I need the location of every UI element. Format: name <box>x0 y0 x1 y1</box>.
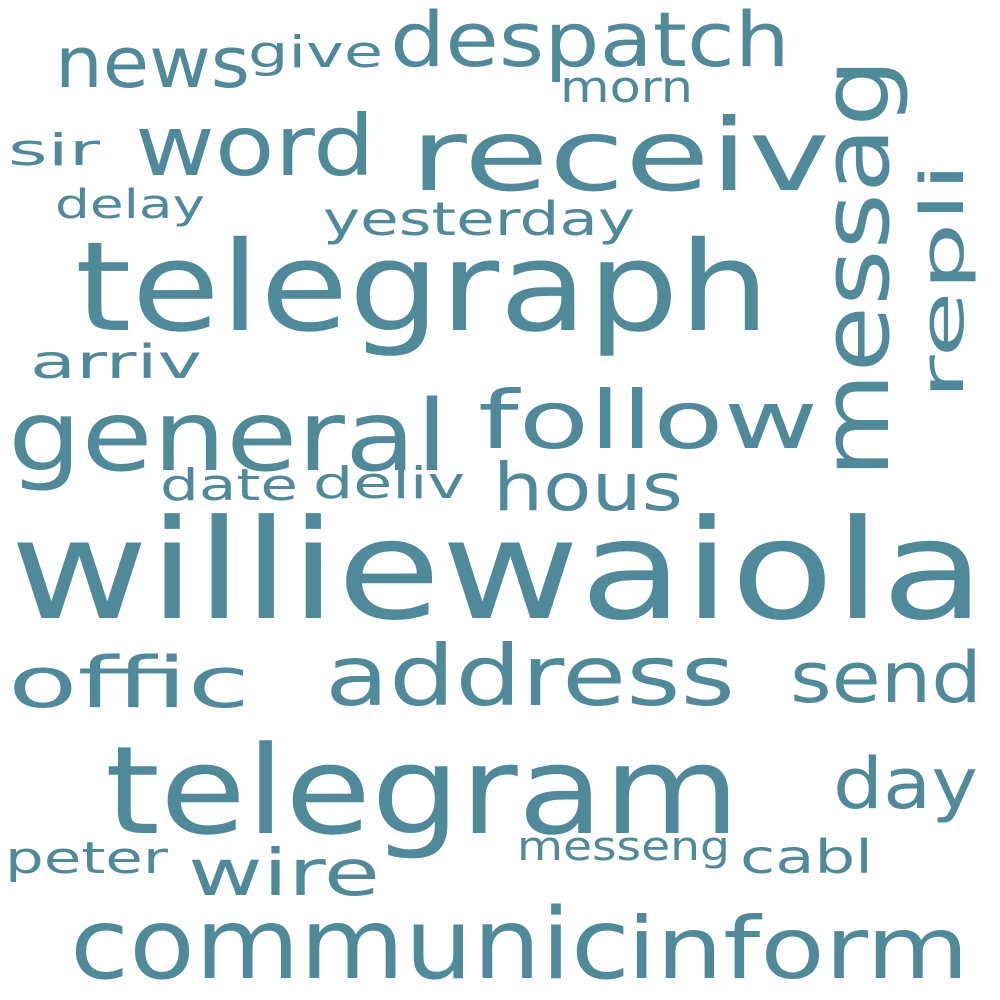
word-word: word <box>135 97 375 195</box>
word-yesterday: yesterday <box>323 192 635 246</box>
word-offic: offic <box>8 642 250 724</box>
word-sir: sir <box>8 125 102 176</box>
word-morn: morn <box>560 62 693 113</box>
word-news: news <box>55 22 250 104</box>
word-repli: repli <box>908 162 978 400</box>
word-telegram: telegram <box>105 720 740 862</box>
word-communic: communic <box>70 888 630 1000</box>
word-hous: hous <box>493 449 683 526</box>
word-cabl: cabl <box>740 830 873 884</box>
word-delay: delay <box>55 182 205 228</box>
word-williewaiola: williewaiola <box>10 490 985 651</box>
word-messeng: messeng <box>517 824 730 870</box>
word-despatch: despatch <box>390 0 790 84</box>
word-address: address <box>325 627 735 725</box>
word-receiv: receiv <box>410 97 830 214</box>
word-inform: inform <box>627 899 969 999</box>
word-date: date <box>160 460 298 511</box>
word-arriv: arriv <box>30 335 202 389</box>
word-messag: messag <box>802 58 911 478</box>
word-deliv: deliv <box>313 458 465 509</box>
word-telegraph: telegraph <box>75 216 770 360</box>
word-send: send <box>790 637 982 719</box>
word-peter: peter <box>5 833 169 884</box>
word-follow: follow <box>478 374 818 467</box>
word-day: day <box>833 743 978 825</box>
word-wire: wire <box>188 837 380 911</box>
word-give: give <box>248 27 383 78</box>
word-general: general <box>8 380 448 494</box>
